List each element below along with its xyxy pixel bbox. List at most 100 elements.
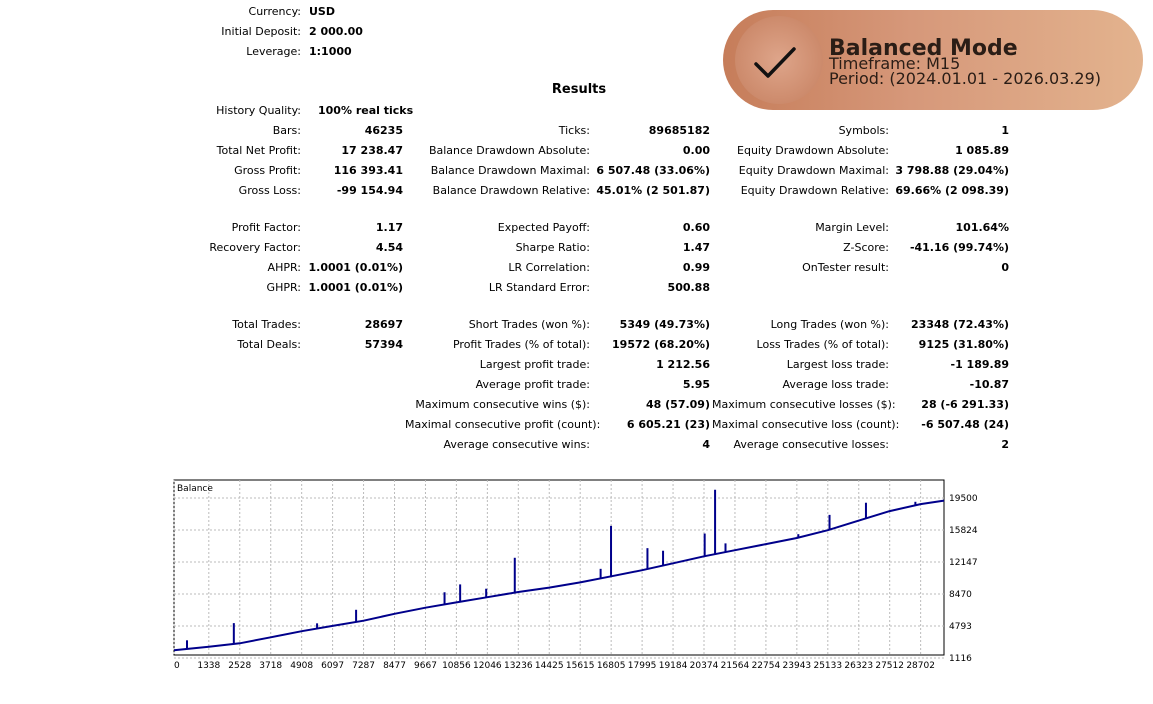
y-tick-label: 1116 [949,654,972,664]
equity-drawdown-relative-label: Equity Drawdown Relative: [740,184,889,197]
gross-profit-value: 116 393.41 [333,164,403,177]
x-tick-label: 28702 [906,661,935,671]
chart-spikes [186,489,917,650]
currency-value: USD [309,5,335,18]
total-trades-value: 28697 [364,318,403,331]
loss-trades-value: 9125 (31.80%) [918,338,1009,351]
x-tick-label: 6097 [321,661,344,671]
total-deals-value: 57394 [364,338,403,351]
x-tick-label: 12046 [473,661,502,671]
profit-factor-label: Profit Factor: [231,221,301,234]
max-consecutive-loss-label: Maximal consecutive loss (count): [712,418,900,431]
x-tick-label: 1338 [197,661,220,671]
largest-profit-trade-label: Largest profit trade: [479,358,590,371]
chart-title: Balance [177,484,213,494]
x-tick-label: 2528 [228,661,251,671]
x-tick-label: 22754 [752,661,781,671]
equity-drawdown-absolute-label: Equity Drawdown Absolute: [737,144,889,157]
x-tick-label: 27512 [875,661,904,671]
y-tick-label: 8470 [949,590,972,600]
ghpr-label: GHPR: [266,281,301,294]
x-tick-label: 3718 [259,661,282,671]
z-score-value: -41.16 (99.74%) [909,241,1009,254]
total-net-profit-value: 17 238.47 [341,144,403,157]
total-trades-label: Total Trades: [232,318,301,331]
total-deals-label: Total Deals: [237,338,301,351]
largest-loss-trade-label: Largest loss trade: [786,358,889,371]
avg-consecutive-losses-value: 2 [1001,438,1009,451]
badge-timeframe: Timeframe: M15 [829,54,961,73]
short-trades-value: 5349 (49.73%) [619,318,710,331]
y-tick-label: 12147 [949,558,978,568]
balance-drawdown-absolute-value: 0.00 [682,144,710,157]
ticks-value: 89685182 [648,124,710,137]
max-consecutive-profit-value: 6 605.21 (23) [626,418,710,431]
symbols-label: Symbols: [838,124,889,137]
max-consecutive-loss-value: -6 507.48 (24) [921,418,1009,431]
ahpr-value: 1.0001 (0.01%) [308,261,404,274]
x-tick-label: 16805 [597,661,626,671]
largest-loss-trade-value: -1 189.89 [950,358,1010,371]
average-profit-trade-label: Average profit trade: [475,378,590,391]
balanced-mode-badge: Balanced Mode Timeframe: M15 Period: (20… [723,10,1143,110]
balance-drawdown-absolute-label: Balance Drawdown Absolute: [428,144,590,157]
lr-correlation-label: LR Correlation: [508,261,590,274]
x-tick-label: 14425 [535,661,564,671]
long-trades-value: 23348 (72.43%) [911,318,1009,331]
avg-consecutive-wins-value: 4 [702,438,710,451]
long-trades-label: Long Trades (won %): [770,318,889,331]
avg-consecutive-wins-label: Average consecutive wins: [443,438,590,451]
sharpe-ratio-value: 1.47 [682,241,710,254]
x-tick-label: 4908 [290,661,313,671]
ticks-label: Ticks: [558,124,590,137]
equity-drawdown-relative-value: 69.66% (2 098.39) [895,184,1009,197]
lr-correlation-value: 0.99 [682,261,710,274]
lr-standard-error-label: LR Standard Error: [488,281,590,294]
x-tick-label: 26323 [844,661,873,671]
balance-chart: 19500 15824 12147 8470 4793 1116 0 1338 2528 371… [173,479,978,671]
profit-trades-label: Profit Trades (% of total): [452,338,590,351]
max-consecutive-wins-value: 48 (57.09) [646,398,710,411]
expected-payoff-label: Expected Payoff: [497,221,590,234]
z-score-label: Z-Score: [843,241,889,254]
x-tick-label: 15615 [566,661,595,671]
balance-drawdown-maximal-label: Balance Drawdown Maximal: [430,164,590,177]
largest-profit-trade-value: 1 212.56 [656,358,710,371]
leverage-label: Leverage: [246,45,301,58]
balance-series-line [173,499,945,652]
results-title: Results [551,82,607,97]
y-tick-label: 15824 [949,526,978,536]
loss-trades-label: Loss Trades (% of total): [756,338,889,351]
x-tick-label: 21564 [721,661,750,671]
equity-drawdown-absolute-value: 1 085.89 [955,144,1009,157]
balance-drawdown-relative-label: Balance Drawdown Relative: [432,184,590,197]
y-tick-label: 19500 [949,494,978,504]
chart-frame [173,479,945,656]
badge-circle [735,16,823,104]
average-profit-trade-value: 5.95 [682,378,710,391]
bars-label: Bars: [272,124,301,137]
short-trades-label: Short Trades (won %): [468,318,590,331]
max-consecutive-losses-value: 28 (-6 291.33) [921,398,1009,411]
equity-drawdown-maximal-label: Equity Drawdown Maximal: [738,164,889,177]
x-tick-label: 7287 [352,661,375,671]
margin-level-value: 101.64% [955,221,1009,234]
expected-payoff-value: 0.60 [682,221,710,234]
gross-loss-value: -99 154.94 [336,184,403,197]
checkmark-icon [754,47,796,78]
history-quality-value: 100% real ticks [318,104,414,117]
x-tick-label: 0 [174,661,180,671]
bars-value: 46235 [364,124,403,137]
initial-deposit-label: Initial Deposit: [221,25,301,38]
leverage-value: 1:1000 [309,45,352,58]
x-tick-label: 23943 [783,661,812,671]
ahpr-label: AHPR: [267,261,301,274]
history-quality-label: History Quality: [216,104,301,117]
initial-deposit-value: 2 000.00 [309,25,363,38]
avg-consecutive-losses-label: Average consecutive losses: [733,438,889,451]
x-tick-label: 9667 [414,661,437,671]
badge-period: Period: (2024.01.01 - 2026.03.29) [829,69,1102,88]
chart-grid [173,480,944,659]
balance-drawdown-relative-value: 45.01% (2 501.87) [596,184,710,197]
profit-factor-value: 1.17 [375,221,403,234]
